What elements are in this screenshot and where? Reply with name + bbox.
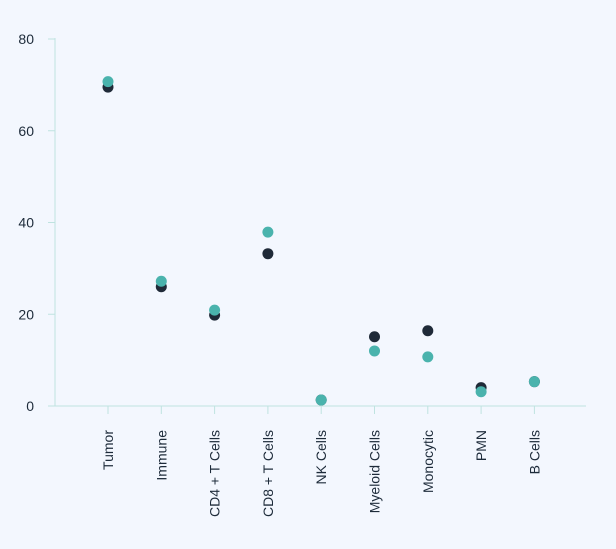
x-category-label: Tumor xyxy=(100,430,116,470)
y-axis-ticks: 0 20 40 60 80 xyxy=(18,31,55,414)
y-tick-label: 20 xyxy=(18,306,34,322)
series-1-point xyxy=(422,325,434,337)
x-category-label: B Cells xyxy=(526,430,542,474)
series-2-point xyxy=(209,304,221,316)
series-2-point xyxy=(475,386,487,398)
x-category-label: Immune xyxy=(153,430,169,481)
x-category-label: PMN xyxy=(473,430,489,461)
x-category-label: CD4 + T Cells xyxy=(207,430,223,517)
series-2-point xyxy=(155,275,167,287)
series-2-point xyxy=(528,376,540,388)
x-category-label: Monocytic xyxy=(420,430,436,493)
y-tick-label: 0 xyxy=(26,398,34,414)
y-tick-label: 60 xyxy=(18,123,34,139)
y-tick-label: 80 xyxy=(18,31,34,47)
x-axis-ticks: Tumor Immune CD4 + T Cells CD8 + T Cells NK … xyxy=(100,406,542,517)
data-points xyxy=(102,76,540,406)
series-2-point xyxy=(369,345,380,357)
x-category-label: Myeloid Cells xyxy=(367,430,383,513)
y-tick-label: 40 xyxy=(18,215,34,231)
series-2-point xyxy=(315,394,327,406)
x-category-label: CD8 + T Cells xyxy=(260,430,276,517)
series-1-point xyxy=(369,331,380,343)
series-2-point xyxy=(422,351,434,363)
series-1-point xyxy=(262,248,274,260)
series-2-point xyxy=(102,76,114,88)
x-category-label: NK Cells xyxy=(313,430,329,484)
series-2-point xyxy=(262,226,274,238)
